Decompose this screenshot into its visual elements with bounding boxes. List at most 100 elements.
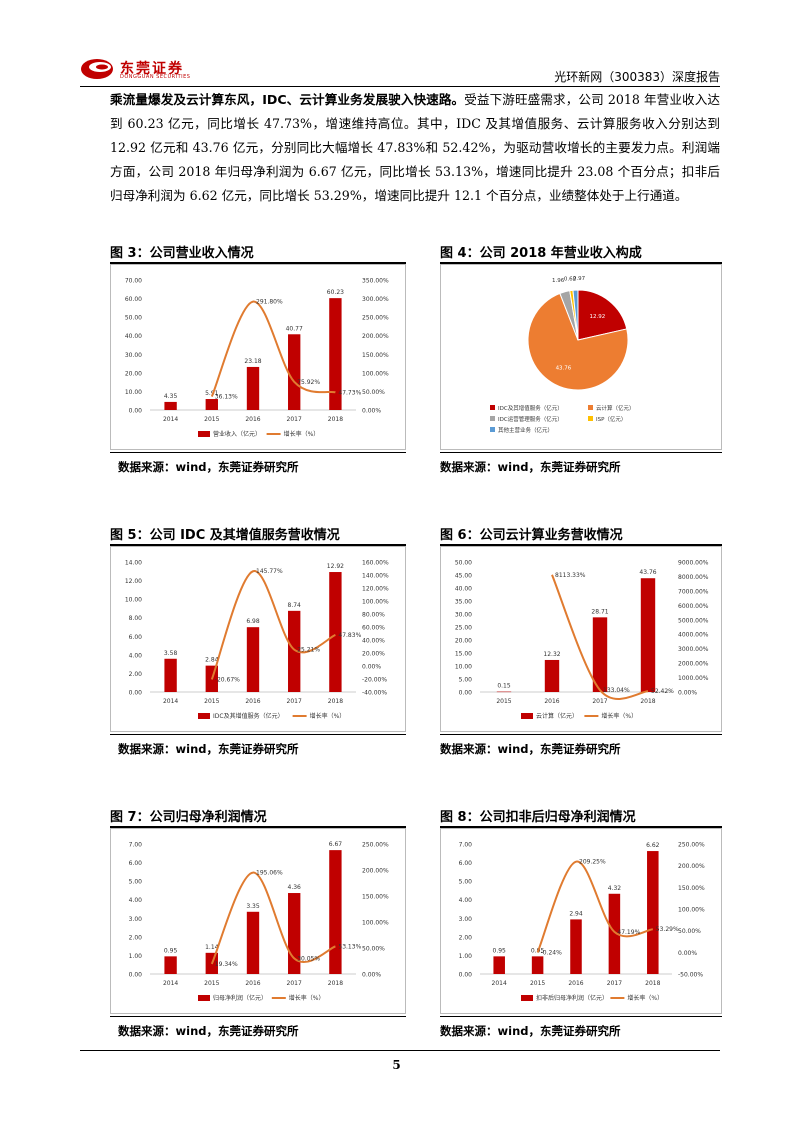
line-data-label: 145.77% [256,568,283,575]
y-right-tick-label: 120.00% [362,586,389,593]
bar-data-label: 0.95 [493,947,507,954]
fig6-source: 数据来源：wind，东莞证券研究所 [440,742,621,756]
y-left-tick-label: 70.00 [125,278,142,285]
fig7-source: 数据来源：wind，东莞证券研究所 [118,1024,299,1038]
y-right-tick-label: 7000.00% [678,588,709,595]
bar [288,610,301,692]
x-tick-label: 2017 [287,698,302,705]
body-paragraph: 乘流量爆发及云计算东风，IDC、云计算业务发展驶入快速路。受益下游旺盛需求，公司… [110,88,720,208]
x-tick-label: 2018 [645,980,660,987]
page-number: 5 [392,1058,401,1072]
x-tick-label: 2016 [245,980,260,987]
y-left-tick-label: 5.00 [459,879,473,886]
y-left-tick-label: 7.00 [459,842,473,849]
y-right-tick-label: 0.00% [678,690,697,697]
x-tick-label: 2017 [607,980,622,987]
x-tick-label: 2014 [492,980,507,987]
bar [647,851,659,974]
y-right-tick-label: 80.00% [362,612,385,619]
fig4-source: 数据来源：wind，东莞证券研究所 [440,460,621,474]
pie-slice [527,292,629,391]
y-right-tick-label: 0.00% [678,950,697,957]
line-data-label: 8113.33% [555,572,586,579]
bar-data-label: 1.14 [205,944,219,951]
y-right-tick-label: 100.00% [678,907,705,914]
y-right-tick-label: 100.00% [362,370,389,377]
y-left-tick-label: 6.00 [459,860,473,867]
y-right-tick-label: 60.00% [362,625,385,632]
bar [329,572,342,692]
bar-data-label: 60.23 [327,289,344,296]
bar [531,956,544,974]
line-data-label: 75.92% [297,379,320,386]
y-right-tick-label: 100.00% [362,599,389,606]
logo-icon [81,59,113,79]
y-left-tick-label: 4.00 [459,897,473,904]
chart-frame [440,828,722,1014]
bar [164,401,177,410]
y-right-tick-label: 50.00% [362,946,385,953]
y-left-tick-label: 5.00 [129,879,143,886]
y-right-tick-label: 1000.00% [678,675,709,682]
bar [164,956,177,974]
bar [329,298,342,410]
x-tick-label: 2016 [245,416,260,423]
bar-data-label: 4.35 [164,393,178,400]
x-tick-label: 2017 [287,980,302,987]
bar-data-label: 6.67 [329,841,343,848]
legend-label: ISP（亿元） [596,415,626,423]
paragraph-lead: 乘流量爆发及云计算东风，IDC、云计算业务发展驶入快速路。 [110,92,465,107]
line-data-label: -0.24% [541,949,563,956]
pie-slice [577,289,628,341]
bar-data-label: 43.76 [639,569,656,576]
legend-line-label: 增长率（%） [284,430,320,438]
fig4-chart: 12.92 43.76 1.96 0.620.97 IDC及其增值服务（亿元） 云计算（亿… [440,264,722,450]
bar [640,578,656,692]
y-left-tick-label: 20.00 [125,370,142,377]
line-data-label: 19.34% [215,961,238,968]
y-right-tick-label: 150.00% [362,894,389,901]
line-data-label: 133.04% [603,687,630,694]
report-title: 光环新网（300383）深度报告 [554,70,720,84]
y-right-tick-label: 5000.00% [678,617,709,624]
y-left-tick-label: 20.00 [455,638,472,645]
y-right-tick-label: 150.00% [678,885,705,892]
x-tick-label: 2018 [328,698,343,705]
legend-bar-swatch [198,431,210,437]
growth-line [210,300,336,397]
legend-line-label: 增长率（%） [627,994,663,1002]
fig7-rule [110,826,406,828]
fig7-bottom-rule [110,1016,406,1017]
x-tick-label: 2014 [163,416,178,423]
fig8-title: 图 8：公司扣非后归母净利润情况 [440,810,636,825]
chart-frame [110,546,406,732]
line-data-label: 47.83% [338,632,361,639]
chart-frame [110,264,406,450]
y-left-tick-label: 50.00 [125,315,142,322]
y-right-tick-label: 0.00% [362,408,381,415]
bar-data-label: 0.15 [497,683,511,690]
x-tick-label: 2018 [328,980,343,987]
x-tick-label: 2016 [544,698,559,705]
bar [493,956,505,974]
y-right-tick-label: 140.00% [362,573,389,580]
y-right-tick-label: -40.00% [362,690,387,697]
y-left-tick-label: 40.00 [125,333,142,340]
y-right-tick-label: 6000.00% [678,603,709,610]
y-right-tick-label: 3000.00% [678,646,709,653]
y-left-tick-label: 40.00 [455,586,472,593]
growth-line [210,570,336,680]
bar-data-label: 5.91 [205,390,219,397]
y-right-tick-label: 250.00% [362,315,389,322]
y-right-tick-label: 160.00% [362,560,389,567]
y-right-tick-label: 250.00% [362,842,389,849]
bar [570,919,582,974]
legend-swatch [490,416,495,421]
y-left-tick-label: 4.00 [129,652,143,659]
bar [205,399,218,410]
y-right-tick-label: 50.00% [362,389,385,396]
x-tick-label: 2018 [328,416,343,423]
y-left-tick-label: 50.00 [455,560,472,567]
y-right-tick-label: 300.00% [362,296,389,303]
bar-data-label: 2.84 [205,657,219,664]
